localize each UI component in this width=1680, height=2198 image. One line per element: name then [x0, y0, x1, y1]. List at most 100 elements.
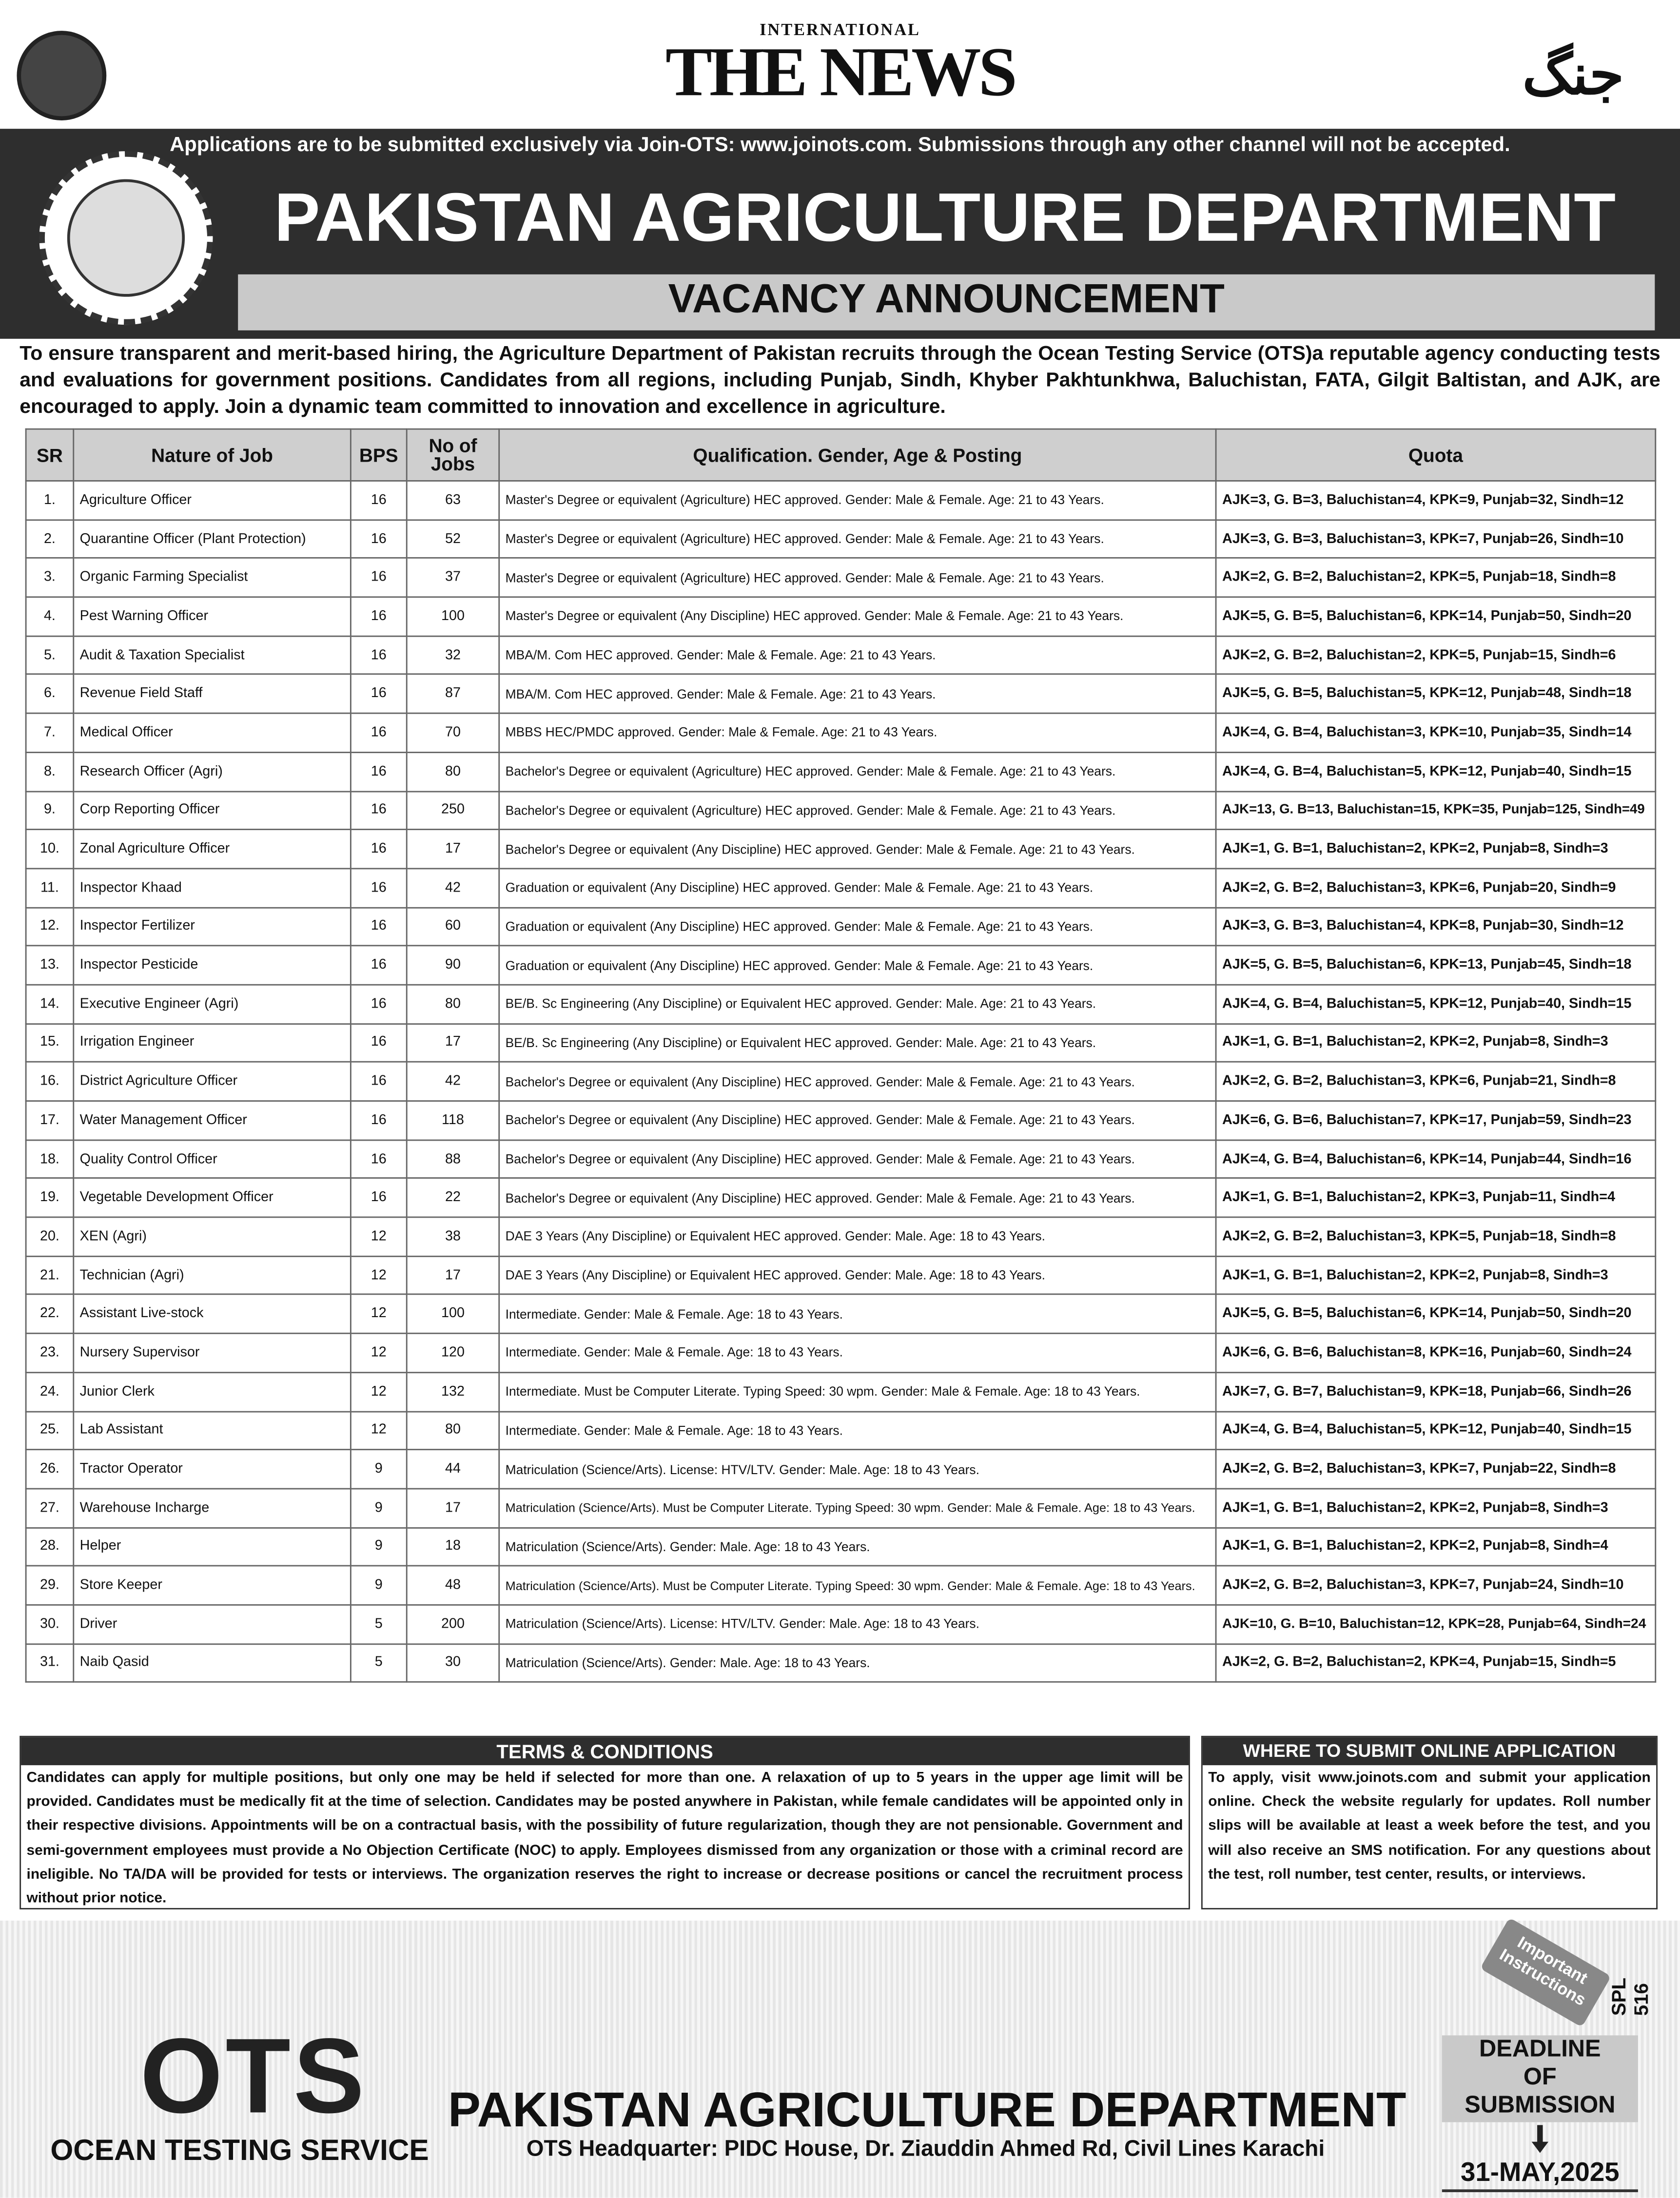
qualification: Master's Degree or equivalent (Any Disci… [498, 596, 1217, 637]
table-row: 11. Inspector Khaad 16 42 Graduation or equi… [25, 868, 1657, 908]
job-title: Assistant Live-stock [73, 1294, 352, 1335]
job-count: 118 [406, 1100, 500, 1141]
job-title: Helper [73, 1526, 352, 1567]
job-count: 90 [406, 945, 500, 986]
qualification: DAE 3 Years (Any Discipline) or Equivale… [498, 1255, 1217, 1296]
quota: AJK=7, G. B=7, Baluchistan=9, KPK=18, Pu… [1215, 1371, 1657, 1412]
quota: AJK=4, G. B=4, Baluchistan=5, KPK=12, Pu… [1215, 751, 1657, 792]
job-count: 87 [406, 674, 500, 714]
masthead-kicker: INTERNATIONAL [760, 19, 920, 39]
bps: 16 [350, 674, 408, 714]
job-title: District Agriculture Officer [73, 1061, 352, 1102]
table-row: 17. Water Management Officer 16 118 Bachelor… [25, 1100, 1657, 1141]
quota: AJK=2, G. B=2, Baluchistan=3, KPK=5, Pun… [1215, 1216, 1657, 1257]
job-count: 88 [406, 1139, 500, 1180]
qualification: BE/B. Sc Engineering (Any Discipline) or… [498, 984, 1217, 1024]
qualification: MBA/M. Com HEC approved. Gender: Male & … [498, 635, 1217, 676]
qualification: Matriculation (Science/Arts). Gender: Ma… [498, 1643, 1217, 1683]
job-count: 38 [406, 1216, 500, 1257]
bps: 12 [350, 1255, 408, 1296]
qualification: Matriculation (Science/Arts). Must be Co… [498, 1565, 1217, 1606]
bps: 16 [350, 868, 408, 908]
table-row: 21. Technician (Agri) 12 17 DAE 3 Years (Any… [25, 1255, 1657, 1296]
qualification: Bachelor's Degree or equivalent (Any Dis… [498, 1139, 1217, 1180]
table-row: 8. Research Officer (Agri) 16 80 Bachelor's … [25, 751, 1657, 792]
quota: AJK=2, G. B=2, Baluchistan=3, KPK=6, Pun… [1215, 1061, 1657, 1102]
arrow [1531, 2125, 1549, 2153]
job-title: Medical Officer [73, 713, 352, 753]
quota: AJK=4, G. B=4, Baluchistan=6, KPK=14, Pu… [1215, 1139, 1657, 1180]
sr: 1. [25, 480, 75, 521]
table-row: 27. Warehouse Incharge 9 17 Matriculation (S… [25, 1488, 1657, 1528]
bps: 9 [350, 1526, 408, 1567]
quota: AJK=5, G. B=5, Baluchistan=5, KPK=12, Pu… [1215, 674, 1657, 714]
job-title: Lab Assistant [73, 1410, 352, 1451]
job-count: 120 [406, 1333, 500, 1373]
table-row: 26. Tractor Operator 9 44 Matriculation (Sci… [25, 1449, 1657, 1490]
table-row: 19. Vegetable Development Officer 16 22 Bach… [25, 1178, 1657, 1218]
bps: 16 [350, 713, 408, 753]
sr: 13. [25, 945, 75, 986]
bps: 16 [350, 1178, 408, 1218]
job-count: 100 [406, 1294, 500, 1335]
qualification: Master's Degree or equivalent (Agricultu… [498, 480, 1217, 521]
bps: 16 [350, 1023, 408, 1063]
qualification: Matriculation (Science/Arts). License: H… [498, 1449, 1217, 1490]
job-count: 17 [406, 1023, 500, 1063]
table-row: 30. Driver 5 200 Matriculation (Science/Arts… [25, 1604, 1657, 1645]
dunya-logo [17, 31, 107, 120]
bps: 16 [350, 596, 408, 637]
quota: AJK=1, G. B=1, Baluchistan=2, KPK=3, Pun… [1215, 1178, 1657, 1218]
bps: 9 [350, 1488, 408, 1528]
bps: 9 [350, 1449, 408, 1490]
table-row: 22. Assistant Live-stock 12 100 Intermediate… [25, 1294, 1657, 1335]
quota: AJK=5, G. B=5, Baluchistan=6, KPK=13, Pu… [1215, 945, 1657, 986]
bps: 16 [350, 558, 408, 598]
qualification: Intermediate. Must be Computer Literate.… [498, 1371, 1217, 1412]
table-row: 2. Quarantine Officer (Plant Protection) 1… [25, 519, 1657, 559]
bps: 12 [350, 1294, 408, 1335]
qualification: Bachelor's Degree or equivalent (Any Dis… [498, 1100, 1217, 1141]
job-count: 17 [406, 1255, 500, 1296]
table-row: 28. Helper 9 18 Matriculation (Science/Arts)… [25, 1526, 1657, 1567]
bps: 16 [350, 1139, 408, 1180]
qualification: MBA/M. Com HEC approved. Gender: Male & … [498, 674, 1217, 714]
bps: 16 [350, 635, 408, 676]
quota: AJK=2, G. B=2, Baluchistan=3, KPK=7, Pun… [1215, 1565, 1657, 1606]
table-row: 31. Naib Qasid 5 30 Matriculation (Science/A… [25, 1643, 1657, 1683]
table-row: 29. Store Keeper 9 48 Matriculation (Science… [25, 1565, 1657, 1606]
job-title: Inspector Pesticide [73, 945, 352, 986]
quota: AJK=1, G. B=1, Baluchistan=2, KPK=2, Pun… [1215, 1023, 1657, 1063]
qualification: Matriculation (Science/Arts). Must be Co… [498, 1488, 1217, 1528]
qualification: Bachelor's Degree or equivalent (Agricul… [498, 751, 1217, 792]
ots-logo: OTS [140, 2017, 368, 2137]
sr: 20. [25, 1216, 75, 1257]
job-count: 100 [406, 596, 500, 637]
table-row: 6. Revenue Field Staff 16 87 MBA/M. Com HEC … [25, 674, 1657, 714]
bps: 5 [350, 1643, 408, 1683]
bps: 5 [350, 1604, 408, 1645]
quota: AJK=6, G. B=6, Baluchistan=8, KPK=16, Pu… [1215, 1333, 1657, 1373]
sr: 7. [25, 713, 75, 753]
jang-logo: جنگ [1522, 42, 1624, 108]
qualification: Graduation or equivalent (Any Discipline… [498, 906, 1217, 947]
column-header: Nature of Job [73, 428, 352, 482]
qualification: Graduation or equivalent (Any Discipline… [498, 868, 1217, 908]
qualification: BE/B. Sc Engineering (Any Discipline) or… [498, 1023, 1217, 1063]
organization: OCEAN TESTING SERVICE [50, 2135, 429, 2167]
sr: 24. [25, 1371, 75, 1412]
quota: AJK=4, G. B=4, Baluchistan=3, KPK=10, Pu… [1215, 713, 1657, 753]
terms-title: TERMS & CONDITIONS [21, 1737, 1189, 1766]
sr: 17. [25, 1100, 75, 1141]
deadline-line: DEADLINE [1479, 2035, 1601, 2062]
qualification: Bachelor's Degree or equivalent (Any Dis… [498, 829, 1217, 869]
sr: 10. [25, 829, 75, 869]
job-title: Vegetable Development Officer [73, 1178, 352, 1218]
job-title: Naib Qasid [73, 1643, 352, 1683]
quota: AJK=1, G. B=1, Baluchistan=2, KPK=2, Pun… [1215, 1488, 1657, 1528]
bps: 16 [350, 480, 408, 521]
quota: AJK=2, G. B=2, Baluchistan=3, KPK=7, Pun… [1215, 1449, 1657, 1490]
table-row: 9. Corp Reporting Officer 16 250 Bachelor's … [25, 790, 1657, 831]
sr: 16. [25, 1061, 75, 1102]
job-count: 60 [406, 906, 500, 947]
